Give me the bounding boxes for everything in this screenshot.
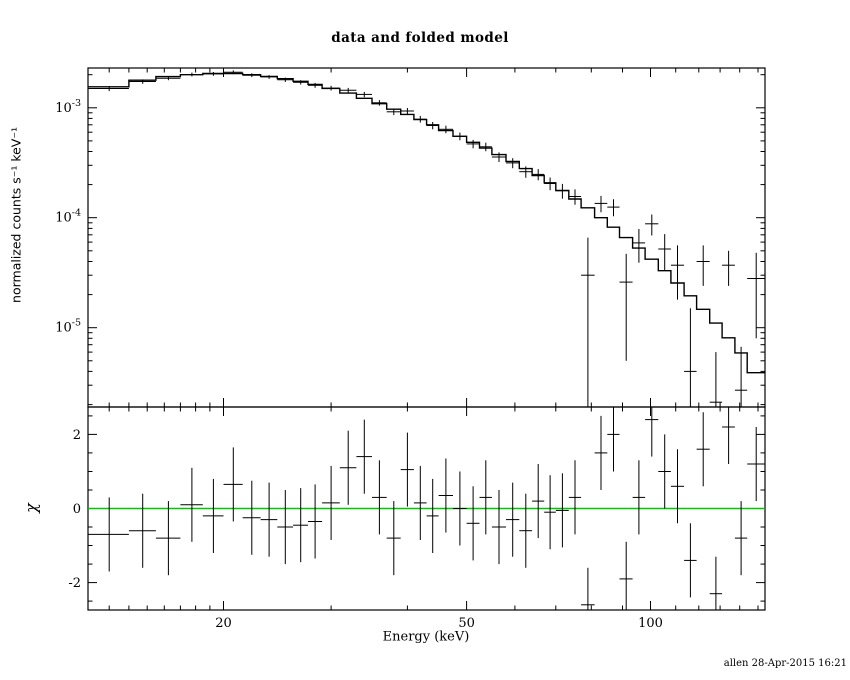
svg-text:50: 50 (458, 616, 475, 631)
x-axis-ticks (108, 68, 759, 610)
model-step-line (88, 72, 765, 374)
x-axis-tick-labels: 20 50 100 (215, 616, 663, 631)
svg-text:20: 20 (215, 616, 232, 631)
svg-text:2: 2 (73, 428, 81, 443)
plot-title: data and folded model (331, 30, 509, 46)
svg-text:10-4: 10-4 (55, 208, 81, 226)
svg-text:10-3: 10-3 (55, 98, 81, 116)
svg-text:100: 100 (638, 616, 663, 631)
svg-text:10-5: 10-5 (55, 318, 81, 336)
plot-footer: allen 28-Apr-2015 16:21 (723, 658, 847, 669)
spectrum-data-points (88, 70, 765, 407)
svg-text:-2: -2 (68, 576, 81, 591)
residual-data-points (88, 407, 765, 610)
spectrum-y-ticks (88, 74, 765, 406)
panel-frames (87, 67, 766, 611)
x-axis-label: Energy (keV) (382, 629, 470, 645)
residual-y-ticks (88, 415, 765, 602)
residual-y-tick-labels: -2 0 2 (68, 428, 81, 591)
svg-text:0: 0 (73, 502, 81, 517)
spectrum-y-tick-labels: 10-3 10-4 10-5 (55, 98, 81, 336)
